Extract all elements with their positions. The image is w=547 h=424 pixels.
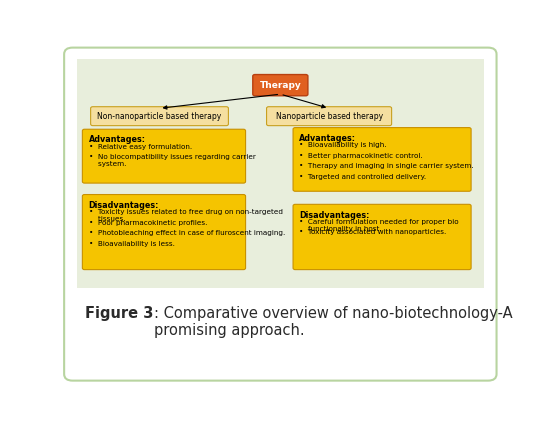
FancyBboxPatch shape bbox=[253, 75, 308, 96]
Text: : Comparative overview of nano-biotechnology-A
promising approach.: : Comparative overview of nano-biotechno… bbox=[154, 306, 513, 338]
Text: •  Photobleaching effect in case of fluroscent imaging.: • Photobleaching effect in case of fluro… bbox=[89, 230, 285, 236]
Text: •  Poor pharmacokinetic profiles.: • Poor pharmacokinetic profiles. bbox=[89, 220, 207, 226]
Text: Nanoparticle based therapy: Nanoparticle based therapy bbox=[276, 112, 383, 121]
Text: •  Therapy and imaging in single carrier system.: • Therapy and imaging in single carrier … bbox=[299, 163, 474, 169]
FancyBboxPatch shape bbox=[77, 59, 484, 287]
Text: •  Toxicity issues related to free drug on non-targeted
    tissues.: • Toxicity issues related to free drug o… bbox=[89, 209, 283, 222]
Text: Figure 3: Figure 3 bbox=[85, 306, 154, 321]
FancyBboxPatch shape bbox=[83, 195, 246, 270]
Text: Advantages:: Advantages: bbox=[299, 134, 357, 143]
Text: Disadvantages:: Disadvantages: bbox=[299, 211, 370, 220]
FancyBboxPatch shape bbox=[83, 129, 246, 183]
Text: •  Bioavailability is high.: • Bioavailability is high. bbox=[299, 142, 387, 148]
Text: •  Better pharmacokinetic control.: • Better pharmacokinetic control. bbox=[299, 153, 423, 159]
FancyBboxPatch shape bbox=[266, 107, 392, 126]
FancyBboxPatch shape bbox=[91, 107, 229, 126]
Text: •  Careful formulation needed for proper bio
    functionality in host.: • Careful formulation needed for proper … bbox=[299, 219, 459, 232]
Text: Non-nanoparticle based therapy: Non-nanoparticle based therapy bbox=[97, 112, 222, 121]
Text: •  Toxicity associated with nanoparticles.: • Toxicity associated with nanoparticles… bbox=[299, 229, 447, 235]
Text: •  Relative easy formulation.: • Relative easy formulation. bbox=[89, 144, 192, 150]
Text: •  Targeted and controlled delivery.: • Targeted and controlled delivery. bbox=[299, 174, 427, 180]
FancyBboxPatch shape bbox=[293, 128, 471, 191]
Text: •  No biocompatibility issues regarding carrier
    system.: • No biocompatibility issues regarding c… bbox=[89, 154, 255, 167]
FancyBboxPatch shape bbox=[64, 47, 497, 381]
Text: Therapy: Therapy bbox=[259, 81, 301, 89]
Text: •  Bioavailability is less.: • Bioavailability is less. bbox=[89, 240, 174, 247]
FancyBboxPatch shape bbox=[293, 204, 471, 270]
Text: Advantages:: Advantages: bbox=[89, 135, 146, 145]
Text: Disadvantages:: Disadvantages: bbox=[89, 201, 159, 210]
